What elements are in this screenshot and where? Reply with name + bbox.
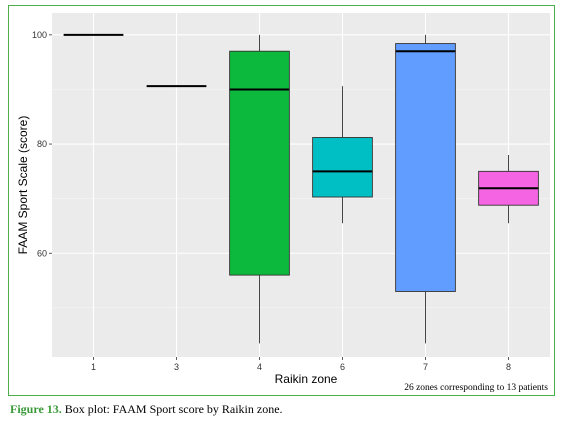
box-iqr <box>395 43 456 292</box>
x-axis-title: Raikin zone <box>275 372 338 386</box>
x-tick-label: 8 <box>506 362 511 372</box>
boxes-layer <box>63 33 539 344</box>
x-tick-label: 1 <box>91 362 96 372</box>
plot-panel <box>52 13 550 357</box>
y-tick-label: 100 <box>32 30 47 40</box>
figure-caption: Figure 13. Box plot: FAAM Sport score by… <box>10 402 560 417</box>
box-plot-chart: 60 80 100 1 3 4 6 7 8 Raikin zone FAAM Sport Sc… <box>16 13 550 393</box>
x-axis-ticks: 1 3 4 6 7 8 <box>91 357 511 372</box>
box-iqr <box>229 50 290 276</box>
box-group-zone-6 <box>312 86 373 224</box>
box-group-zone-7 <box>395 34 456 344</box>
x-tick-label: 7 <box>423 362 428 372</box>
box-iqr <box>312 137 373 198</box>
y-tick-label: 60 <box>37 248 47 258</box>
figure-caption-label: Figure 13. <box>10 402 62 416</box>
x-tick-label: 6 <box>340 362 345 372</box>
y-axis-title: FAAM Sport Scale (score) <box>16 116 30 255</box>
y-tick-label: 80 <box>37 139 47 149</box>
sample-size-note: 26 zones corresponding to 13 patients <box>404 383 548 393</box>
x-tick-label: 4 <box>257 362 262 372</box>
box-group-zone-8 <box>478 154 539 224</box>
figure-caption-text: Box plot: FAAM Sport score by Raikin zon… <box>61 402 283 416</box>
y-axis-ticks: 60 80 100 <box>32 30 52 258</box>
x-tick-label: 3 <box>174 362 179 372</box>
box-group-zone-4 <box>229 34 290 344</box>
